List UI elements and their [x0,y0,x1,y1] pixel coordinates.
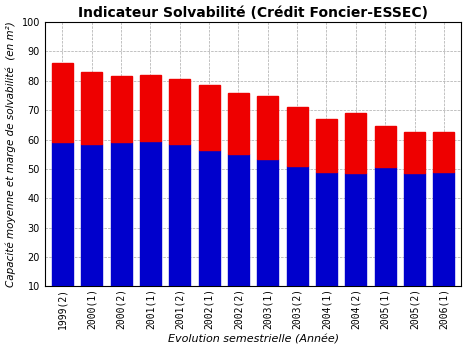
Bar [228,154,249,316]
Bar [111,142,132,316]
Bar [140,141,161,316]
Bar [169,79,191,144]
Bar [345,113,367,173]
Bar [316,172,337,316]
Bar [81,144,102,316]
Title: Indicateur Solvabilité (Crédit Foncier-ESSEC): Indicateur Solvabilité (Crédit Foncier-E… [78,6,428,20]
Bar [228,93,249,154]
Bar [433,132,454,172]
Bar [404,132,425,173]
Y-axis label: Capacité moyenne et marge de solvabilité  (en m²): Capacité moyenne et marge de solvabilité… [6,21,16,287]
X-axis label: Evolution semestrielle (Année): Evolution semestrielle (Année) [168,335,339,344]
Bar [316,119,337,172]
Bar [140,75,161,141]
Bar [345,173,367,316]
Bar [198,85,219,150]
Bar [52,142,73,316]
Bar [433,172,454,316]
Bar [375,167,396,316]
Bar [404,173,425,316]
Bar [287,166,308,316]
Bar [287,107,308,166]
Bar [375,126,396,167]
Bar [169,144,191,316]
Bar [81,72,102,144]
Bar [52,63,73,142]
Bar [257,159,278,316]
Bar [111,76,132,142]
Bar [198,150,219,316]
Bar [257,96,278,159]
